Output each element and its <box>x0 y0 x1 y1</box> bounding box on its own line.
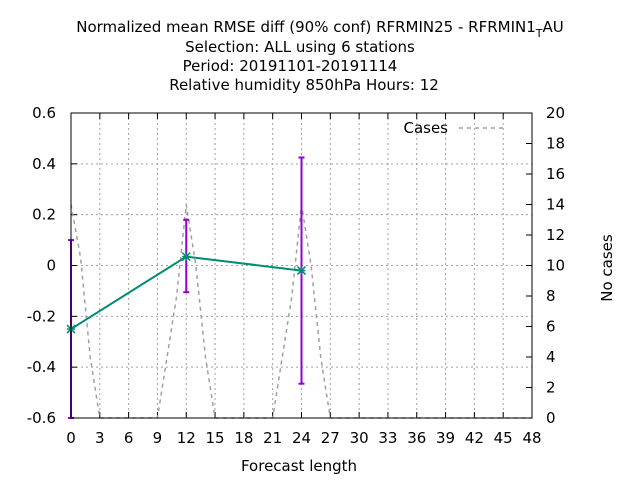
y2-axis-label: No cases <box>598 234 616 302</box>
x-tick-label: 24 <box>292 429 311 447</box>
plot-border <box>70 112 533 419</box>
chart-title-line-1: Normalized mean RMSE diff (90% conf) RFR… <box>76 18 564 40</box>
x-tick-label: 36 <box>407 429 426 447</box>
y2-tick-label: 6 <box>546 318 556 336</box>
cases-series <box>70 204 532 419</box>
y-tick-label: 0.2 <box>32 206 56 224</box>
chart-title-line-4: Relative humidity 850hPa Hours: 12 <box>169 76 439 94</box>
x-tick-label: 6 <box>124 429 134 447</box>
y2-tick-label: 20 <box>546 104 565 122</box>
y-tick-label: 0 <box>46 257 56 275</box>
x-tick-label: 27 <box>321 429 340 447</box>
legend-label-cases: Cases <box>403 119 448 137</box>
x-tick-label: 9 <box>153 429 163 447</box>
x-tick-label: 48 <box>522 429 541 447</box>
y-tick-label: 0.6 <box>32 104 56 122</box>
data-point <box>181 252 191 262</box>
x-tick-label: 15 <box>206 429 225 447</box>
x-tick-label: 12 <box>177 429 196 447</box>
y2-tick-label: 8 <box>546 287 556 305</box>
x-tick-label: 0 <box>66 429 76 447</box>
y2-tick-label: 16 <box>546 165 565 183</box>
y-tick-label: -0.4 <box>27 358 56 376</box>
y2-tick-labels: 0 2 4 6 8 10 12 14 16 18 20 <box>546 104 565 427</box>
y-tick-label: -0.2 <box>27 307 56 325</box>
y2-tick-label: 4 <box>546 348 556 366</box>
cases-line <box>70 204 532 419</box>
chart-title-line-3: Period: 20191101-20191114 <box>183 57 398 75</box>
x-tick-label: 42 <box>465 429 484 447</box>
chart-title-line-2: Selection: ALL using 6 stations <box>185 38 415 56</box>
y2-tick-label: 10 <box>546 257 565 275</box>
x-tick-labels: 0 3 6 9 12 15 18 21 24 27 30 33 36 39 42 45 48 <box>66 429 541 447</box>
y2-tick-label: 0 <box>546 409 556 427</box>
x-tick-label: 33 <box>378 429 397 447</box>
x-tick-label: 18 <box>234 429 253 447</box>
y-tick-label: -0.6 <box>27 409 56 427</box>
y-tick-labels: -0.6 -0.4 -0.2 0 0.2 0.4 0.6 <box>27 104 56 427</box>
x-axis-label: Forecast length <box>241 457 357 475</box>
y2-tick-label: 12 <box>546 226 565 244</box>
x-tick-label: 45 <box>494 429 513 447</box>
x-tick-label: 30 <box>350 429 369 447</box>
y2-tick-label: 18 <box>546 135 565 153</box>
x-tick-label: 39 <box>436 429 455 447</box>
data-point <box>296 266 307 276</box>
y2-tick-label: 2 <box>546 379 556 397</box>
y-tick-label: 0.4 <box>32 155 56 173</box>
y2-tick-label: 14 <box>546 196 565 214</box>
x-tick-label: 3 <box>95 429 105 447</box>
x-tick-label: 21 <box>263 429 282 447</box>
